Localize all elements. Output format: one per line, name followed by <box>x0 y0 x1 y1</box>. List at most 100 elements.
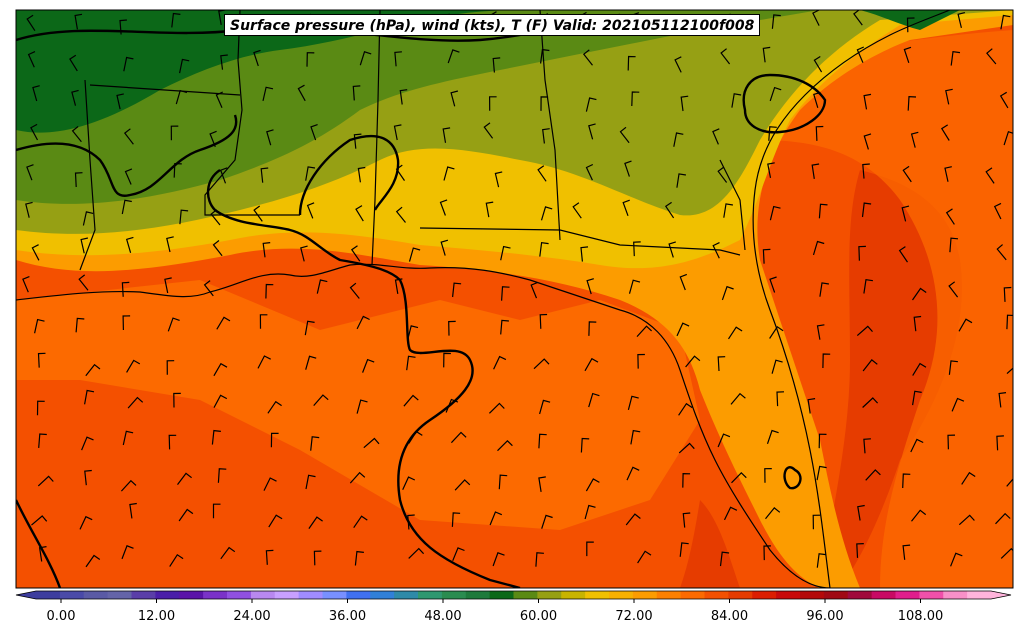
isobar-bulge <box>298 134 400 216</box>
wind-barb <box>776 391 785 407</box>
colorbar-tick-label: 24.00 <box>233 609 270 624</box>
state-borders <box>16 10 951 588</box>
wind-barb <box>771 14 781 29</box>
wind-barb <box>622 199 630 217</box>
wind-barb <box>265 283 274 299</box>
wind-barb <box>945 208 955 225</box>
wind-barb <box>769 276 777 293</box>
wind-barb <box>485 201 494 218</box>
colorbar-segment <box>656 591 682 599</box>
wind-barb <box>270 432 279 448</box>
colorbar-segment <box>800 591 825 599</box>
wind-barb <box>69 54 78 72</box>
wind-barb <box>585 97 597 112</box>
wind-barb <box>483 122 494 139</box>
wind-barb <box>588 392 600 408</box>
wind-barb <box>170 125 179 141</box>
wind-barb <box>450 431 467 444</box>
wind-barb <box>763 545 771 561</box>
wind-barb <box>219 167 228 184</box>
wind-barb <box>912 390 922 406</box>
wind-barb <box>673 132 684 147</box>
wind-barb <box>580 246 589 262</box>
wind-barb <box>910 131 919 148</box>
wind-barb <box>407 514 415 530</box>
wind-barb <box>996 244 1007 261</box>
wind-barb <box>394 51 402 67</box>
wind-barb <box>316 279 328 294</box>
wind-barb <box>310 124 318 141</box>
wind-barb <box>173 162 182 178</box>
wind-barb <box>712 242 720 259</box>
colorbar-segment <box>585 591 610 599</box>
wind-barb <box>903 46 912 63</box>
wind-barb <box>440 239 449 256</box>
colorbar-segment <box>59 591 85 599</box>
colorbar-segment <box>298 591 324 599</box>
wind-barb <box>816 553 827 568</box>
wind-barb <box>448 320 456 336</box>
wind-barb <box>362 358 375 373</box>
isobar-sc-loop <box>742 73 827 134</box>
wind-barb <box>863 438 871 454</box>
colorbar-tick-label: 48.00 <box>424 609 461 624</box>
colorbar-extend-high <box>991 591 1011 599</box>
wind-barb <box>636 325 653 338</box>
wind-barb <box>209 130 217 148</box>
wind-barb <box>452 547 465 562</box>
wind-barb <box>266 129 274 146</box>
wind-barb <box>37 352 46 368</box>
wind-barb <box>121 545 134 560</box>
colorbar-segment <box>36 591 61 599</box>
wind-barb <box>625 513 641 526</box>
wind-barb <box>168 434 177 450</box>
wind-barb <box>717 433 731 448</box>
wind-barb <box>815 125 824 141</box>
wind-barb <box>993 202 1002 220</box>
wind-barb <box>260 167 269 183</box>
wind-barb <box>862 163 870 179</box>
wind-barb <box>538 433 547 449</box>
wind-barb <box>950 51 961 66</box>
wind-barb <box>947 434 956 450</box>
wind-barb <box>125 236 134 253</box>
wind-barb <box>119 19 127 35</box>
wind-barb <box>626 466 640 481</box>
wind-barb <box>355 205 364 222</box>
wind-barb <box>445 398 459 413</box>
wind-barb <box>999 91 1009 109</box>
wind-barb <box>38 433 47 448</box>
wind-barb <box>31 244 40 261</box>
colorbar-segment <box>847 591 873 599</box>
wind-barb <box>268 514 283 528</box>
wind-barb <box>451 512 461 527</box>
wind-barb <box>27 51 36 68</box>
colorbar-segment <box>274 591 300 599</box>
wind-barb <box>265 549 274 565</box>
wind-barb <box>304 320 315 336</box>
wind-barb <box>36 400 45 416</box>
wind-barb <box>985 167 995 184</box>
wind-barb <box>949 237 959 253</box>
colorbar-segment <box>728 591 753 599</box>
wind-barb <box>220 54 228 70</box>
wind-barb <box>30 123 39 141</box>
colorbar-tick-label: 12.00 <box>138 609 175 624</box>
wind-barb <box>723 506 738 521</box>
wind-barb <box>588 321 597 336</box>
wind-barb <box>403 394 419 407</box>
wind-barb <box>619 126 630 144</box>
wind-barb <box>721 285 734 301</box>
wind-barb <box>766 429 779 444</box>
colorbar-extend-low <box>16 591 36 599</box>
wind-barb <box>37 475 54 487</box>
wind-barb <box>395 206 406 223</box>
wind-barb <box>357 166 366 183</box>
coastline-gulf <box>16 263 831 588</box>
wind-barb <box>540 96 549 111</box>
wind-barb <box>541 514 553 529</box>
wind-barb <box>588 123 596 140</box>
wind-barb <box>816 465 827 481</box>
wind-barb <box>166 236 174 253</box>
